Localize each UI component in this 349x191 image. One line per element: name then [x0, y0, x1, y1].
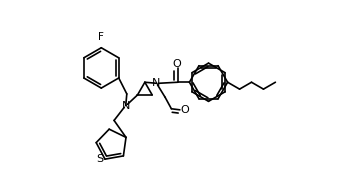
- Text: N: N: [121, 101, 130, 111]
- Text: S: S: [97, 154, 104, 164]
- Text: F: F: [98, 32, 104, 42]
- Text: O: O: [181, 105, 190, 115]
- Text: O: O: [172, 59, 181, 69]
- Text: N: N: [152, 78, 161, 88]
